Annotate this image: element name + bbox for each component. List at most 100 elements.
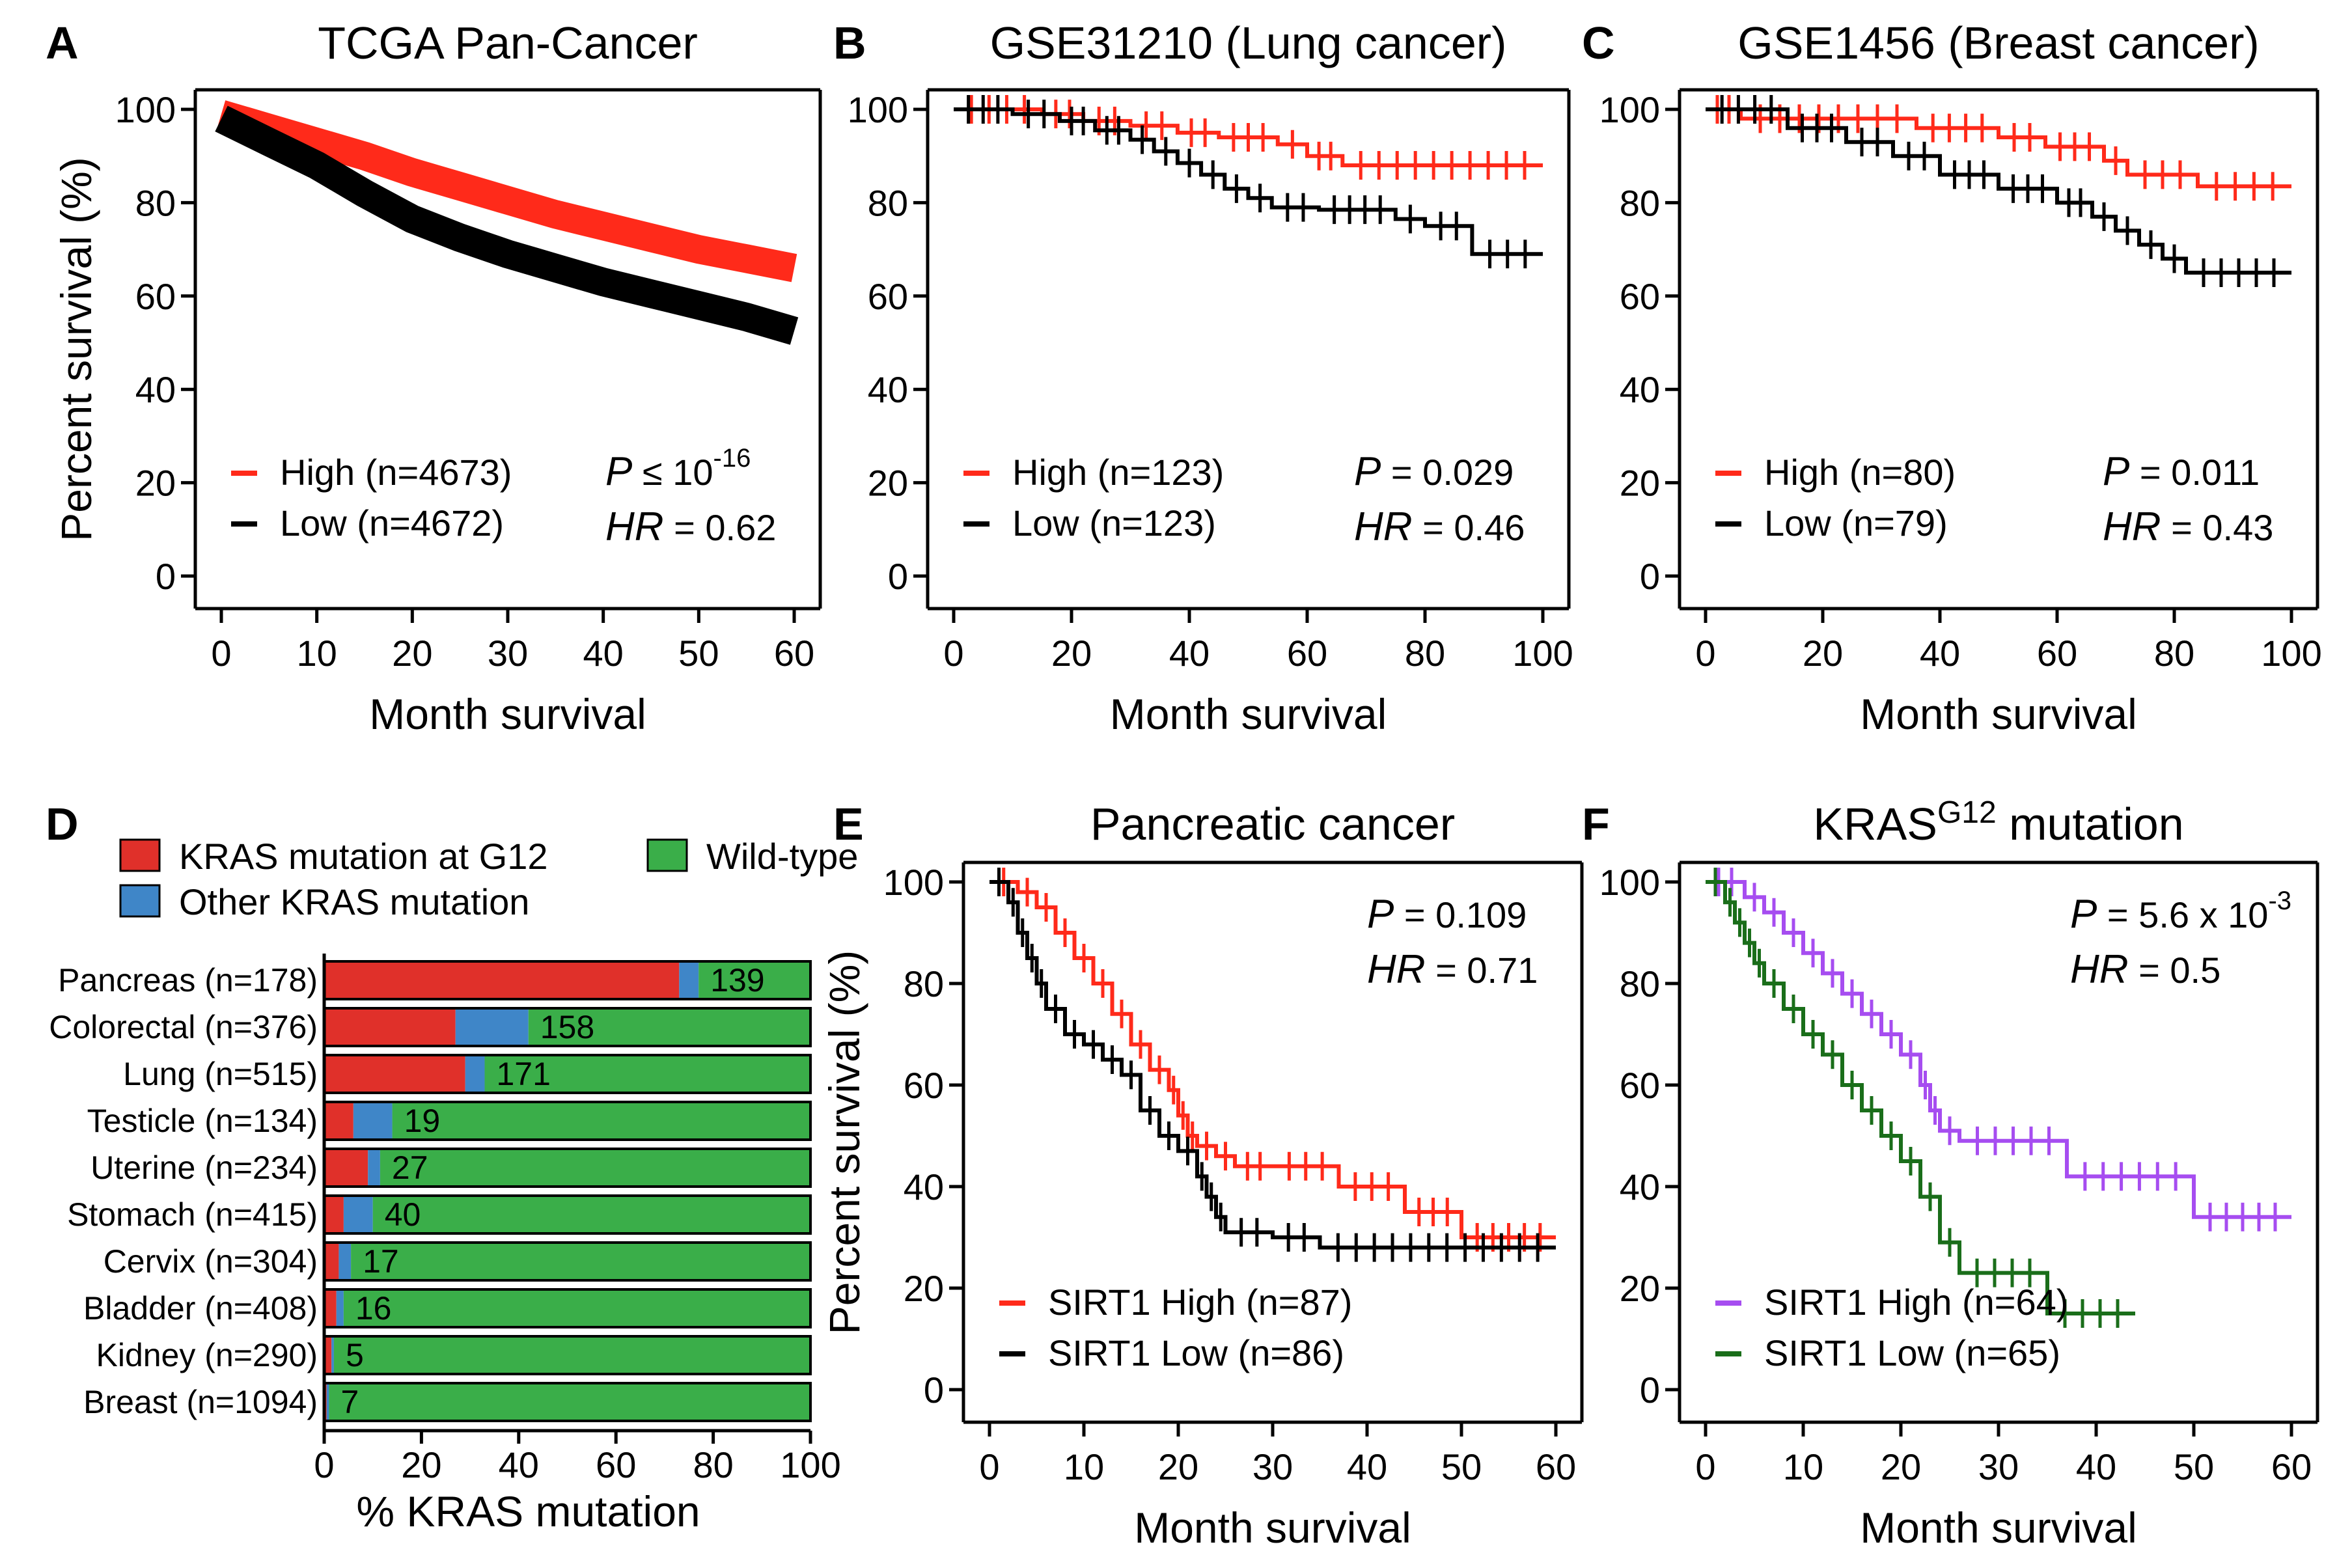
- y-tick-label: 60: [1620, 1065, 1660, 1106]
- legend-label: SIRT1 High (n=64): [1764, 1282, 2068, 1323]
- category-label: Stomach (n=415): [67, 1196, 318, 1233]
- p-number: = 0.029: [1381, 452, 1514, 493]
- panel-letter-D: D: [46, 799, 79, 849]
- hr-label: HR: [2103, 504, 2161, 549]
- legend-label: SIRT1 Low (n=86): [1048, 1332, 1344, 1373]
- panel-title: Pancreatic cancer: [1090, 799, 1455, 849]
- bar-segment: [528, 1008, 810, 1046]
- y-tick-label: 80: [868, 182, 908, 223]
- hazard-ratio: HR = 0.71: [1367, 947, 1538, 992]
- bar-segment: [324, 1336, 332, 1374]
- x-tick-label: 30: [1978, 1446, 2019, 1487]
- y-tick-label: 20: [1620, 1268, 1660, 1309]
- y-tick-label: 40: [868, 369, 908, 410]
- y-tick-label: 100: [115, 89, 176, 130]
- p-label: P: [1367, 892, 1394, 937]
- x-axis-title: Month survival: [369, 690, 646, 738]
- bar-segment: [380, 1149, 810, 1187]
- y-tick-label: 80: [1620, 963, 1660, 1004]
- x-tick-label: 0: [211, 633, 231, 674]
- x-tick-label: 50: [1441, 1446, 1482, 1487]
- x-tick-label: 40: [1169, 633, 1210, 674]
- hr-number: = 0.46: [1413, 507, 1525, 548]
- y-tick-label: 100: [883, 862, 944, 903]
- y-tick-label: 0: [156, 556, 176, 597]
- x-tick-label: 10: [1064, 1446, 1104, 1487]
- x-tick-label: 100: [780, 1444, 840, 1485]
- x-tick-label: 40: [499, 1444, 539, 1485]
- legend-label: Other KRAS mutation: [179, 881, 529, 922]
- bar-segment: [455, 1008, 529, 1046]
- x-tick-label: 80: [693, 1444, 733, 1485]
- p-symbol: ≤: [632, 452, 672, 493]
- bar-segment: [324, 961, 680, 999]
- p-value: P = 0.109: [1367, 892, 1527, 937]
- x-tick-label: 20: [1051, 633, 1092, 674]
- x-tick-label: 40: [1347, 1446, 1387, 1487]
- wild-type-count: 27: [392, 1149, 428, 1186]
- y-tick-label: 100: [1599, 862, 1660, 903]
- p-value: P ≤ 10-16: [605, 444, 751, 494]
- bar-segment: [343, 1196, 373, 1233]
- p-value: P = 5.6 x 10-3: [2070, 887, 2291, 937]
- x-tick-label: 0: [943, 633, 963, 674]
- wild-type-count: 139: [710, 962, 764, 998]
- wild-type-count: 158: [540, 1009, 594, 1045]
- y-tick-label: 20: [1620, 463, 1660, 504]
- legend-label: KRAS mutation at G12: [179, 836, 548, 877]
- y-tick-label: 0: [888, 556, 908, 597]
- y-tick-label: 0: [1640, 1369, 1660, 1410]
- x-tick-label: 100: [1512, 633, 1573, 674]
- p-value: P = 0.029: [1354, 449, 1514, 494]
- bar-segment: [336, 1289, 344, 1327]
- x-tick-label: 20: [401, 1444, 441, 1485]
- category-label: Kidney (n=290): [96, 1337, 318, 1373]
- x-tick-label: 60: [1536, 1446, 1576, 1487]
- hazard-ratio: HR = 0.43: [2103, 504, 2273, 549]
- hr-label: HR: [1367, 947, 1426, 992]
- p-label: P: [605, 449, 632, 494]
- x-axis-title: Month survival: [1860, 690, 2137, 738]
- x-tick-label: 30: [1252, 1446, 1293, 1487]
- title-base: KRAS: [1813, 799, 1937, 849]
- wild-type-count: 17: [363, 1243, 399, 1280]
- x-tick-label: 20: [392, 633, 432, 674]
- hr-number: = 0.71: [1426, 950, 1538, 991]
- bar-segment: [679, 961, 699, 999]
- p-number: = 0.109: [1394, 894, 1527, 935]
- y-tick-label: 40: [135, 369, 176, 410]
- bar-segment: [368, 1149, 380, 1187]
- legend-label: Low (n=123): [1012, 502, 1216, 543]
- legend-label: High (n=4673): [280, 452, 512, 493]
- y-tick-label: 0: [1640, 556, 1660, 597]
- panel-E: E Pancreatic cancer 0 20 40 60 80 100 0 10 20 30 40 5…: [820, 799, 1584, 1552]
- hazard-ratio: HR = 0.5: [2070, 947, 2221, 992]
- p-label: P: [2103, 449, 2129, 494]
- legend-label: High (n=80): [1764, 452, 1956, 493]
- y-tick-label: 40: [1620, 369, 1660, 410]
- panel-letter-E: E: [833, 799, 864, 849]
- bar-segment: [324, 1055, 465, 1093]
- bar-segment: [324, 1289, 337, 1327]
- bar-segment: [324, 1149, 368, 1187]
- x-tick-label: 60: [1287, 633, 1327, 674]
- panel-title: GSE1456 (Breast cancer): [1737, 18, 2259, 68]
- panel-C: C GSE1456 (Breast cancer) 0 20 40 60 80 100 0 20 4…: [1582, 18, 2322, 738]
- legend-label: Low (n=4672): [280, 502, 504, 543]
- x-tick-label: 80: [1405, 633, 1445, 674]
- x-tick-label: 100: [2261, 633, 2321, 674]
- panel-letter-B: B: [833, 18, 866, 68]
- wild-type-count: 19: [404, 1103, 441, 1139]
- p-number: = 5.6 x 10: [2097, 894, 2268, 935]
- x-tick-label: 20: [1803, 633, 1843, 674]
- p-exponent: -3: [2268, 887, 2291, 915]
- legend-swatch: [119, 838, 161, 872]
- survival-curve-high: [989, 880, 1556, 1239]
- y-tick-label: 60: [1620, 276, 1660, 317]
- bar-segment: [324, 1102, 353, 1140]
- bar-segment: [353, 1102, 393, 1140]
- x-tick-label: 20: [1881, 1446, 1921, 1487]
- legend-swatch: [119, 884, 161, 918]
- y-tick-label: 60: [135, 276, 176, 317]
- panel-letter-F: F: [1582, 799, 1610, 849]
